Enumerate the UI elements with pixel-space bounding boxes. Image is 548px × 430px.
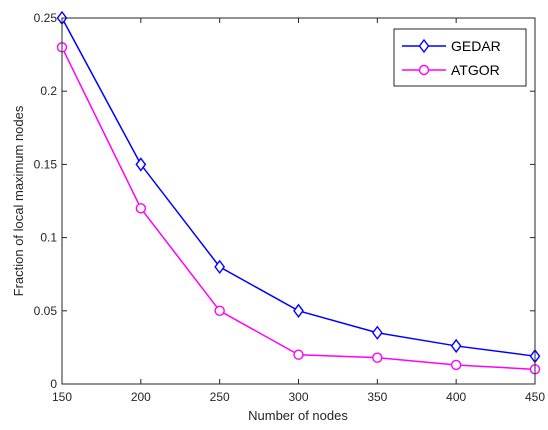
legend-item: ATGOR [402,62,500,78]
data-point [214,259,226,275]
data-point [214,305,225,316]
data-point [450,338,462,354]
axes-layer: 150 200 250 300 350 400 450 0 0.05 0.1 0.15 0.2 0.25 [34,11,546,404]
x-tick-label: 200 [131,390,151,404]
data-point [372,352,383,363]
data-point [293,349,304,360]
y-tick-label: 0.25 [34,11,58,25]
data-point [293,303,304,318]
y-tick-label: 0.05 [34,304,58,318]
data-point [450,359,462,371]
x-tick-label: 300 [288,390,308,404]
legend-label: ATGOR [451,62,500,78]
legend: GEDAR ATGOR [393,28,527,87]
y-tick-label: 0.1 [40,231,57,245]
legend-label: GEDAR [451,38,501,54]
legend-box [393,28,527,87]
y-tick-label: 0.15 [34,157,58,171]
y-tick-label: 0.2 [40,84,57,98]
data-point [135,157,147,172]
x-tick-label: 450 [525,390,545,404]
y-axis-title: Fraction of local maximum nodes [11,105,26,296]
series-atgor [56,42,541,375]
x-tick-label: 150 [52,390,72,404]
data-point [371,325,383,340]
legend-marker [418,38,430,54]
x-tick-label: 250 [210,390,230,404]
series-gedar [56,10,541,364]
x-axis-title: Number of nodes [248,408,348,423]
x-tick-label: 350 [367,390,387,404]
legend-marker [418,64,430,76]
x-tick-label: 400 [446,390,466,404]
series-layer [56,10,541,375]
data-point [135,203,147,214]
legend-item: GEDAR [402,38,501,54]
y-tick-label: 0 [50,377,57,391]
